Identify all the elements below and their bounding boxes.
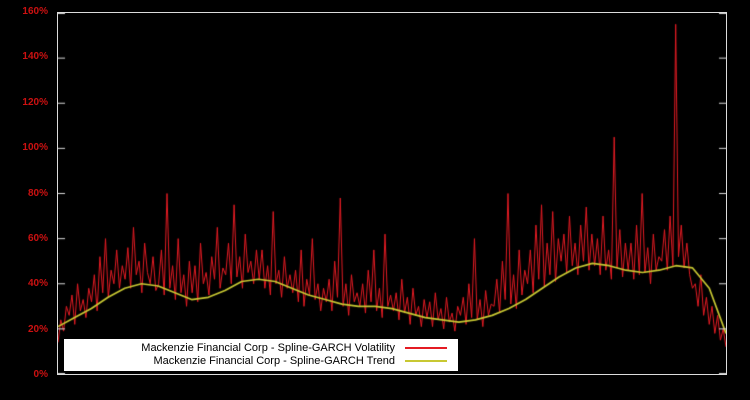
y-tick-label: 40% bbox=[27, 278, 48, 290]
plot-area: Mackenzie Financial Corp - Spline-GARCH … bbox=[57, 12, 727, 375]
legend-label-trend: Mackenzie Financial Corp - Spline-GARCH … bbox=[153, 355, 395, 367]
y-tick-label: 100% bbox=[22, 142, 48, 154]
legend-line-volatility-icon bbox=[405, 347, 447, 349]
y-tick-label: 160% bbox=[22, 6, 48, 17]
legend: Mackenzie Financial Corp - Spline-GARCH … bbox=[64, 339, 458, 371]
y-tick-label: 20% bbox=[27, 323, 48, 335]
legend-label-volatility: Mackenzie Financial Corp - Spline-GARCH … bbox=[141, 342, 395, 354]
y-tick-label: 140% bbox=[22, 51, 48, 63]
legend-item-volatility: Mackenzie Financial Corp - Spline-GARCH … bbox=[75, 342, 447, 354]
y-tick-label: 80% bbox=[27, 187, 48, 199]
y-tick-label: 60% bbox=[27, 232, 48, 244]
y-tick-label: 120% bbox=[22, 96, 48, 108]
plot-canvas bbox=[58, 13, 726, 374]
legend-line-trend-icon bbox=[405, 360, 447, 362]
y-axis-tick-labels: 0% 20% 40% 60% 80% 100% 120% 140% 160% bbox=[0, 6, 50, 380]
y-tick-label: 0% bbox=[33, 369, 48, 380]
legend-item-trend: Mackenzie Financial Corp - Spline-GARCH … bbox=[75, 355, 447, 367]
